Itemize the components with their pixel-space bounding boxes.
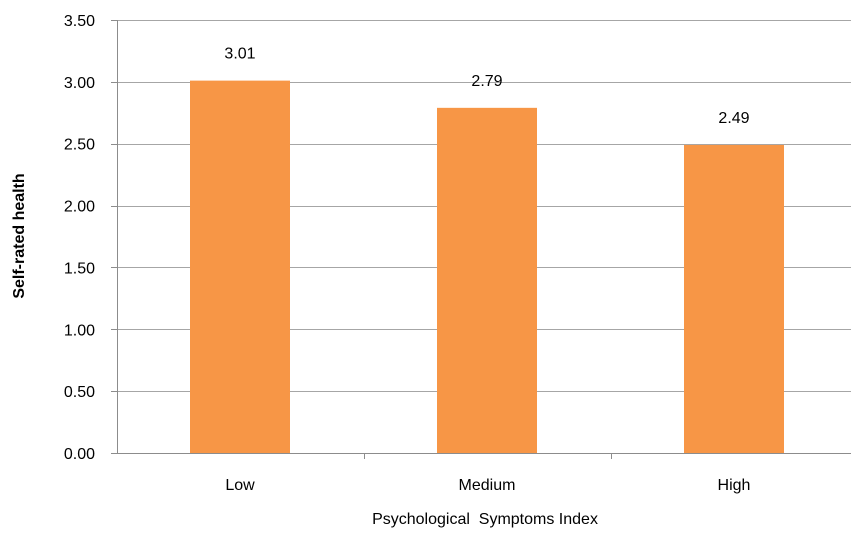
y-tick-labels: 0.00 0.50 1.00 1.50 2.00 2.50 3.00 3.50 — [64, 13, 95, 463]
axes — [111, 20, 851, 459]
y-tick-label: 2.00 — [64, 199, 95, 216]
y-tick-label: 0.00 — [64, 446, 95, 463]
bar-high — [684, 144, 784, 454]
x-axis-title: Psychological Symptoms Index — [372, 511, 598, 528]
x-category-labels: Low Medium High — [225, 477, 750, 494]
bar-low — [190, 80, 290, 454]
data-label: 2.49 — [718, 110, 749, 127]
data-label: 2.79 — [471, 73, 502, 90]
x-category-label: Medium — [459, 477, 516, 494]
data-label: 3.01 — [224, 46, 255, 63]
y-tick-label: 0.50 — [64, 384, 95, 401]
bars — [190, 80, 784, 454]
y-tick-label: 1.50 — [64, 260, 95, 277]
x-category-label: High — [718, 477, 751, 494]
y-tick-label: 1.00 — [64, 322, 95, 339]
y-tick-label: 3.00 — [64, 75, 95, 92]
x-category-label: Low — [225, 477, 255, 494]
y-tick-label: 3.50 — [64, 13, 95, 30]
y-axis-title: Self-rated health — [11, 173, 28, 298]
bar-medium — [437, 107, 537, 453]
y-tick-label: 2.50 — [64, 137, 95, 154]
data-labels: 3.01 2.79 2.49 — [224, 46, 749, 127]
